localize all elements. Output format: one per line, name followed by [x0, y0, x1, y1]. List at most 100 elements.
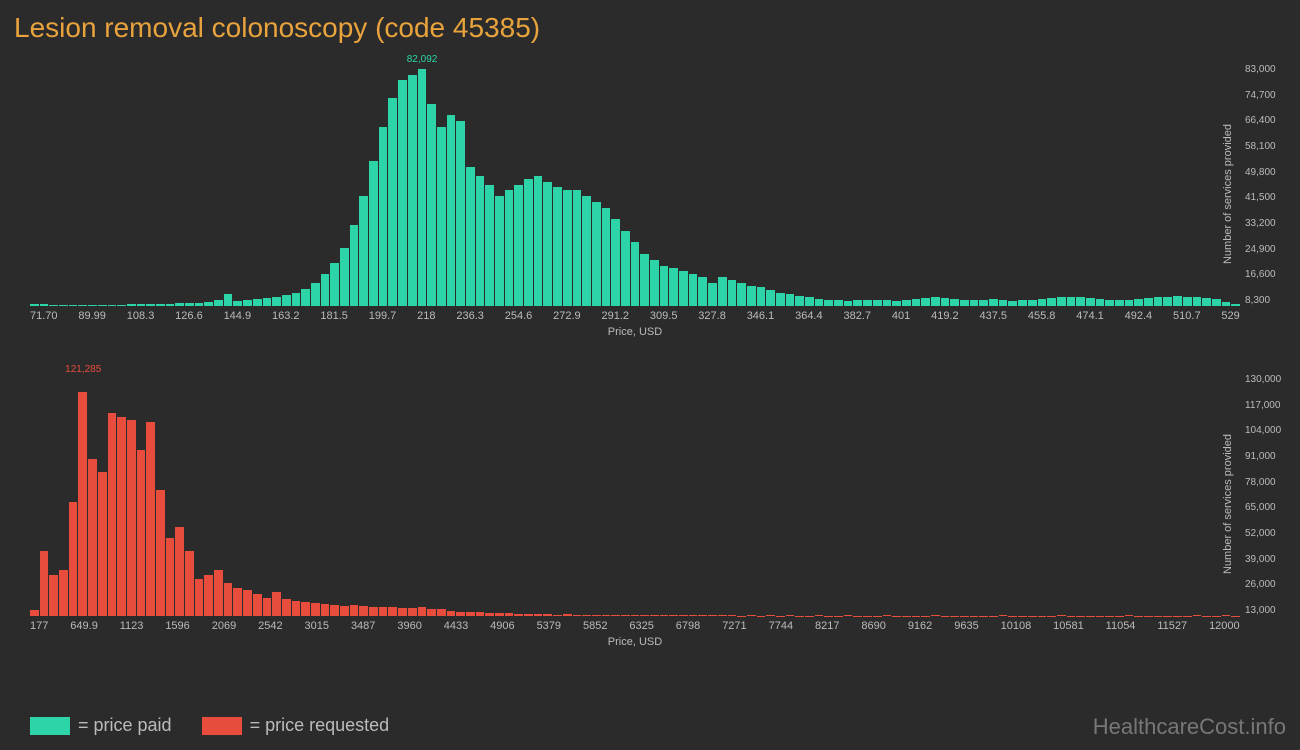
histogram-bar [447, 115, 456, 306]
legend-item-requested: = price requested [202, 715, 390, 736]
x-tick: 12000 [1209, 620, 1240, 632]
x-tick: 649.9 [70, 620, 98, 632]
histogram-bar [137, 450, 146, 616]
histogram-bar [292, 601, 301, 616]
histogram-bar [640, 615, 649, 616]
histogram-bar [195, 579, 204, 616]
histogram-bar [592, 202, 601, 306]
histogram-bar [1057, 615, 1066, 616]
histogram-bar [534, 176, 543, 306]
y-tick: 52,000 [1245, 528, 1290, 539]
histogram-bar [1115, 300, 1124, 306]
histogram-bar [214, 300, 223, 306]
histogram-bar [282, 599, 291, 616]
x-tick: 529 [1221, 310, 1239, 322]
chart-requested: 121,285 177649.9112315962069254230153487… [30, 364, 1240, 644]
y-axis-requested: 130,000117,000104,00091,00078,00065,0005… [1245, 374, 1290, 616]
histogram-bar [1222, 302, 1231, 306]
histogram-bar [602, 615, 611, 616]
histogram-bar [340, 248, 349, 306]
histogram-bar [456, 612, 465, 616]
histogram-bar [485, 613, 494, 616]
histogram-bar [979, 300, 988, 306]
x-tick: 71.70 [30, 310, 58, 322]
histogram-bar [1028, 300, 1037, 306]
histogram-bar [321, 604, 330, 616]
x-tick: 5852 [583, 620, 607, 632]
histogram-bar [1163, 297, 1172, 306]
histogram-bar [902, 300, 911, 306]
x-tick: 5379 [537, 620, 561, 632]
histogram-bar [1067, 297, 1076, 306]
histogram-bar [388, 98, 397, 306]
x-tick: 7271 [722, 620, 746, 632]
histogram-bar [786, 615, 795, 616]
x-tick: 437.5 [979, 310, 1007, 322]
y-tick: 78,000 [1245, 477, 1290, 488]
x-tick: 1596 [165, 620, 189, 632]
histogram-bar [553, 615, 562, 616]
histogram-bar [263, 298, 272, 306]
histogram-bar [1183, 297, 1192, 306]
histogram-bar [263, 598, 272, 616]
x-tick: 419.2 [931, 310, 959, 322]
x-tick: 6798 [676, 620, 700, 632]
histogram-bar [456, 121, 465, 306]
histogram-bar [388, 607, 397, 616]
histogram-bar [631, 615, 640, 616]
histogram-bar [214, 570, 223, 616]
peak-label-requested: 121,285 [65, 364, 101, 375]
histogram-bar [1212, 299, 1221, 306]
histogram-bar [156, 490, 165, 616]
histogram-bar [146, 422, 155, 616]
histogram-bar [1193, 297, 1202, 306]
histogram-bar [1202, 298, 1211, 306]
legend-label-requested: = price requested [250, 715, 390, 736]
histogram-bar [1018, 300, 1027, 306]
x-tick: 177 [30, 620, 48, 632]
histogram-bar [253, 299, 262, 306]
histogram-bar [543, 182, 552, 306]
x-axis-label-requested: Price, USD [608, 636, 662, 648]
chart-paid-container: 82,092 71.7089.99108.3126.6144.9163.2181… [0, 54, 1300, 334]
histogram-bar [117, 417, 126, 616]
x-axis-label-paid: Price, USD [608, 326, 662, 338]
y-axis-label-paid: Number of services provided [1222, 124, 1234, 264]
histogram-bar [640, 254, 649, 306]
x-tick: 327.8 [698, 310, 726, 322]
x-tick: 4433 [444, 620, 468, 632]
histogram-bar [204, 302, 213, 306]
histogram-bar [98, 305, 107, 306]
histogram-bar [766, 615, 775, 616]
histogram-bar [330, 605, 339, 616]
page-title: Lesion removal colonoscopy (code 45385) [0, 0, 1300, 44]
x-tick: 9635 [954, 620, 978, 632]
histogram-bar [728, 615, 737, 616]
histogram-bar [495, 613, 504, 616]
histogram-bar [795, 296, 804, 306]
histogram-bar [747, 615, 756, 616]
histogram-bar [505, 613, 514, 616]
histogram-bar [912, 299, 921, 306]
histogram-bar [660, 615, 669, 616]
histogram-bar [989, 299, 998, 306]
histogram-bar [301, 289, 310, 306]
histogram-bar [437, 127, 446, 306]
histogram-bar [40, 551, 49, 616]
histogram-bar [824, 300, 833, 306]
histogram-bar [1193, 615, 1202, 616]
histogram-bar [757, 287, 766, 306]
histogram-bar [582, 196, 591, 306]
histogram-bar [204, 575, 213, 616]
histogram-bar [1231, 304, 1240, 306]
histogram-bar [301, 602, 310, 616]
histogram-bar [669, 615, 678, 616]
histogram-bar [766, 290, 775, 306]
histogram-bar [999, 300, 1008, 306]
y-tick: 39,000 [1245, 554, 1290, 565]
histogram-bar [408, 75, 417, 306]
histogram-bar [485, 185, 494, 306]
legend: = price paid = price requested [30, 715, 389, 736]
x-axis-requested: 177649.911231596206925423015348739604433… [30, 620, 1240, 632]
histogram-bar [69, 305, 78, 306]
